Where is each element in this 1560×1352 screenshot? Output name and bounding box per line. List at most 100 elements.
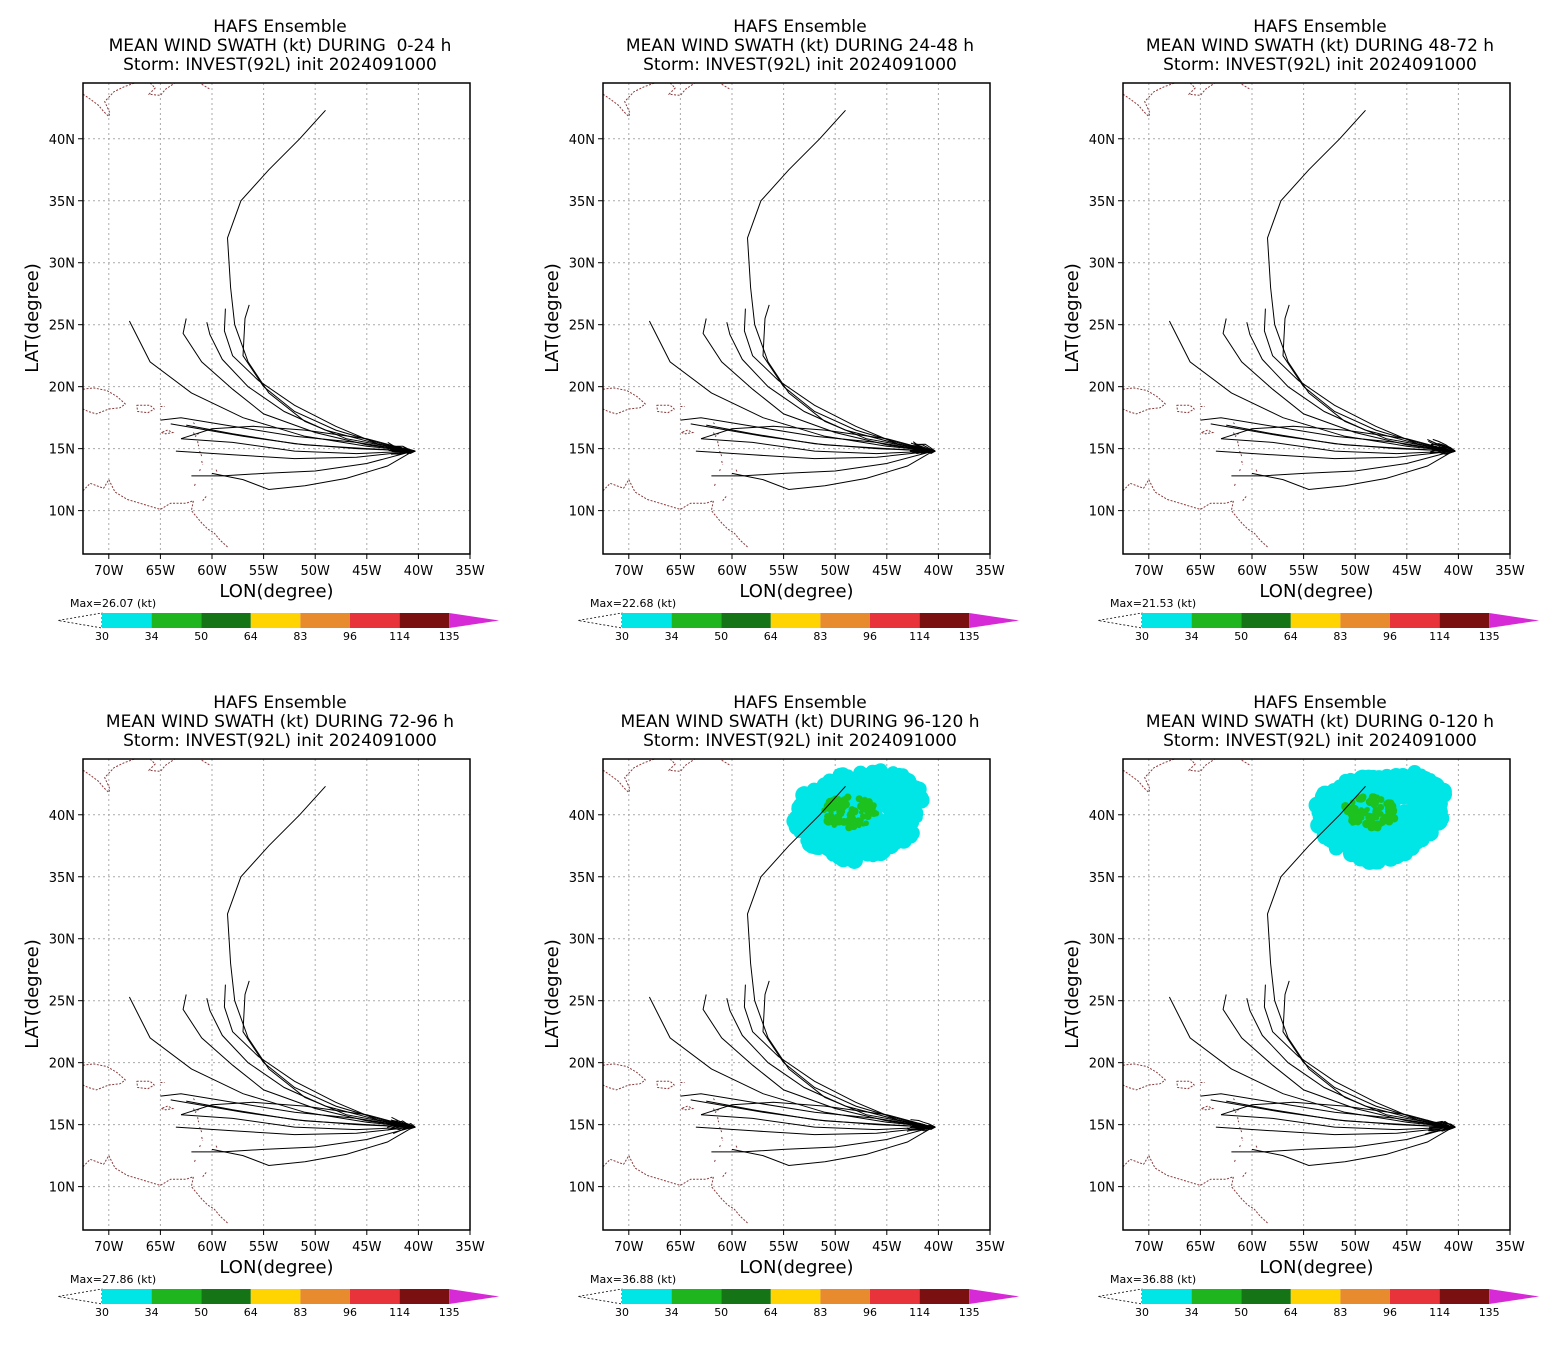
coastline bbox=[201, 460, 204, 465]
swath-cell-34kt bbox=[1377, 796, 1385, 803]
map-panel-5: HAFS Ensemble MEAN WIND SWATH (kt) DURING… bbox=[520, 676, 1040, 1352]
coastline bbox=[83, 759, 135, 794]
coastline bbox=[1241, 83, 1251, 90]
swath-cell-30kt bbox=[863, 774, 882, 792]
colorbar-segment bbox=[1142, 613, 1192, 628]
ensemble-track bbox=[180, 1114, 414, 1131]
colorbar-level-label: 114 bbox=[909, 630, 930, 643]
panel-title-line3: Storm: INVEST(92L) init 2024091000 bbox=[643, 55, 957, 75]
panel-title-line3: Storm: INVEST(92L) init 2024091000 bbox=[643, 731, 957, 751]
ensemble-track bbox=[1266, 785, 1454, 1128]
coastline bbox=[1241, 460, 1244, 465]
panel-title-line2: MEAN WIND SWATH (kt) DURING 48-72 h bbox=[1145, 36, 1495, 56]
x-tick-label: 70W bbox=[94, 1240, 124, 1255]
coastline bbox=[722, 1171, 728, 1178]
coastline bbox=[656, 404, 676, 414]
coastline bbox=[192, 1108, 200, 1114]
ensemble-track bbox=[386, 1126, 416, 1131]
coastline bbox=[1237, 441, 1240, 447]
y-tick-label: 40N bbox=[1089, 809, 1115, 824]
x-tick-label: 60W bbox=[197, 564, 227, 579]
colorbar-segment bbox=[201, 1289, 251, 1304]
colorbar-high-arrow bbox=[449, 1289, 500, 1304]
colorbar: 30 34 50 64 83 96 114 135 bbox=[1097, 612, 1540, 643]
coastline bbox=[1123, 1063, 1167, 1091]
swath-cell-34kt bbox=[1385, 815, 1391, 821]
coastline bbox=[656, 1080, 676, 1090]
x-tick-label: 70W bbox=[614, 1240, 644, 1255]
x-axis-label: LON(degree) bbox=[739, 1257, 853, 1278]
ensemble-track bbox=[1168, 320, 1454, 452]
colorbar-level-label: 83 bbox=[293, 1306, 307, 1319]
colorbar-level-label: 64 bbox=[1284, 1306, 1298, 1319]
map-frame bbox=[602, 82, 991, 555]
y-axis-label: LAT(degree) bbox=[542, 263, 563, 372]
y-tick-label: 40N bbox=[49, 809, 75, 824]
colorbar-low-arrow bbox=[577, 612, 623, 629]
swath-cell-34kt bbox=[844, 793, 852, 801]
y-tick-label: 10N bbox=[569, 505, 595, 520]
ensemble-track bbox=[175, 450, 414, 460]
colorbar-level-label: 114 bbox=[389, 1306, 410, 1319]
colorbar-segment bbox=[770, 613, 821, 628]
colorbar-segment bbox=[721, 613, 771, 628]
colorbar-segment bbox=[721, 1289, 771, 1304]
coastline bbox=[1123, 478, 1269, 549]
x-tick-label: 35W bbox=[1495, 1240, 1525, 1255]
swath-cell-30kt bbox=[839, 838, 853, 852]
coastline bbox=[199, 1144, 202, 1148]
map-frame bbox=[82, 82, 471, 555]
colorbar-low-arrow bbox=[57, 1288, 103, 1305]
swath-cell-30kt bbox=[1328, 836, 1343, 851]
x-tick-label: 55W bbox=[1289, 1240, 1319, 1255]
coastline bbox=[1233, 1098, 1235, 1101]
ensemble-track bbox=[391, 1116, 416, 1128]
y-axis-label: LAT(degree) bbox=[1062, 263, 1083, 372]
coastline bbox=[83, 387, 127, 415]
swath-cell-30kt bbox=[1425, 822, 1439, 835]
x-tick-label: 40W bbox=[404, 564, 434, 579]
ensemble-track bbox=[1231, 1126, 1454, 1153]
ensemble-track bbox=[746, 109, 934, 452]
x-tick-label: 35W bbox=[975, 1240, 1005, 1255]
coastline bbox=[1242, 1171, 1248, 1178]
coastline bbox=[719, 1126, 723, 1133]
ensemble-track bbox=[700, 1101, 934, 1128]
coastline bbox=[1201, 429, 1215, 435]
panel-title-line2: MEAN WIND SWATH (kt) DURING 0-120 h bbox=[1145, 712, 1495, 732]
x-tick-label: 40W bbox=[924, 1240, 954, 1255]
coastline bbox=[197, 1117, 200, 1123]
coastline bbox=[1239, 450, 1243, 457]
y-tick-label: 35N bbox=[569, 195, 595, 210]
y-tick-label: 15N bbox=[49, 443, 75, 458]
swath-cell-34kt bbox=[865, 798, 873, 807]
y-tick-label: 35N bbox=[569, 871, 595, 886]
x-tick-label: 50W bbox=[300, 564, 330, 579]
y-tick-label: 40N bbox=[569, 809, 595, 824]
coastline bbox=[712, 432, 720, 438]
coastline bbox=[202, 1171, 208, 1178]
colorbar-level-label: 135 bbox=[1479, 1306, 1500, 1319]
coastline bbox=[192, 432, 200, 438]
x-tick-label: 60W bbox=[1237, 1240, 1267, 1255]
coastline bbox=[199, 468, 202, 472]
coastline bbox=[1237, 1117, 1240, 1123]
coastline bbox=[667, 83, 696, 96]
map-frame bbox=[82, 758, 471, 1231]
x-tick-label: 70W bbox=[1134, 564, 1164, 579]
colorbar-level-label: 34 bbox=[1185, 630, 1199, 643]
coastline bbox=[83, 478, 229, 549]
map-panel-3: HAFS Ensemble MEAN WIND SWATH (kt) DURING… bbox=[1040, 0, 1560, 676]
ensemble-track bbox=[746, 785, 934, 1128]
swath-cell-30kt bbox=[792, 825, 804, 836]
ensemble-track bbox=[680, 417, 934, 452]
colorbar-segment bbox=[820, 1289, 870, 1304]
colorbar-level-label: 83 bbox=[293, 630, 307, 643]
colorbar-level-label: 96 bbox=[343, 1306, 357, 1319]
colorbar-level-label: 83 bbox=[813, 630, 827, 643]
coastline bbox=[1239, 1126, 1243, 1133]
panel-title-line1: HAFS Ensemble bbox=[213, 693, 347, 713]
x-tick-label: 60W bbox=[197, 1240, 227, 1255]
y-axis-label: LAT(degree) bbox=[542, 939, 563, 1048]
